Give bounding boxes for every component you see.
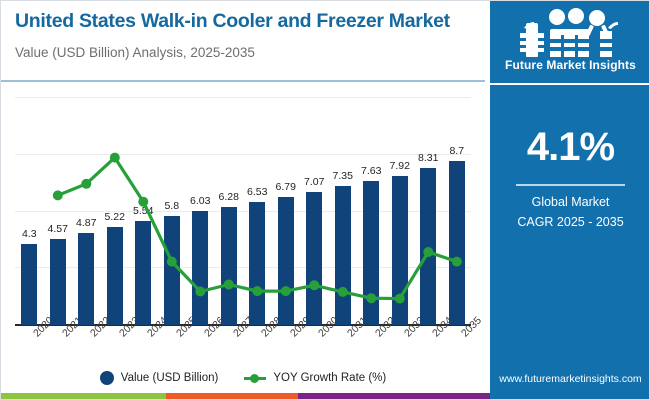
legend-item-value[interactable]: Value (USD Billion) xyxy=(99,371,219,385)
bar-2029[interactable] xyxy=(277,197,294,325)
bar-value-label: 4.3 xyxy=(21,227,37,240)
yoy-point-marker[interactable] xyxy=(52,190,63,201)
bar-2034[interactable] xyxy=(420,168,437,325)
bar-value-label: 8.7 xyxy=(449,145,465,157)
chart-header: United States Walk-in Cooler and Freezer… xyxy=(1,1,485,82)
bar-2032[interactable] xyxy=(363,181,380,325)
bar-2021[interactable] xyxy=(49,238,66,325)
bar-2020[interactable] xyxy=(21,243,38,325)
legend-item-yoy[interactable]: YOY Growth Rate (%) xyxy=(244,371,386,385)
bar-2022[interactable] xyxy=(78,233,95,325)
bar-2030[interactable] xyxy=(306,191,323,325)
bar-2028[interactable] xyxy=(249,201,266,325)
bar-2023[interactable] xyxy=(106,226,123,325)
gridline xyxy=(15,154,471,155)
chart-subtitle: Value (USD Billion) Analysis, 2025-2035 xyxy=(15,45,255,60)
legend-label-value: Value (USD Billion) xyxy=(120,372,219,384)
bar-2024[interactable] xyxy=(135,220,152,325)
fmi-logo-icon xyxy=(520,8,618,57)
strip-segment-1 xyxy=(166,393,298,399)
circle-marker-icon xyxy=(99,371,114,385)
line-marker-icon xyxy=(244,371,267,385)
bar-2025[interactable] xyxy=(163,215,180,325)
chart-plot-area: 4.3 2020 4.57 2021 4.87 2022 5.22 2023 5.54 2024 5… xyxy=(15,97,484,339)
bar-2035[interactable] xyxy=(448,161,465,325)
page-title: United States Walk-in Cooler and Freezer… xyxy=(15,10,450,32)
bar-2027[interactable] xyxy=(220,206,237,325)
fmi-logo-block: Future Market Insights xyxy=(490,1,649,85)
website-url[interactable]: www.futuremarketinsights.com xyxy=(499,373,642,385)
bar-2033[interactable] xyxy=(391,175,408,325)
bar-2031[interactable] xyxy=(334,186,351,325)
cagr-subtitle-line1: Global Market xyxy=(531,195,610,209)
logo-caption: Future Market Insights xyxy=(505,58,636,72)
legend-label-yoy: YOY Growth Rate (%) xyxy=(273,372,387,384)
bar-2026[interactable] xyxy=(192,211,209,325)
cagr-rule xyxy=(516,184,625,186)
gridline xyxy=(15,97,471,98)
chart-panel: United States Walk-in Cooler and Freezer… xyxy=(1,1,490,399)
x-axis-line xyxy=(15,324,471,326)
cagr-value: 4.1% xyxy=(526,125,615,169)
bottom-color-strip xyxy=(1,393,490,399)
yoy-point-marker[interactable] xyxy=(81,178,92,189)
strip-segment-0 xyxy=(1,393,166,399)
header-divider xyxy=(1,80,485,82)
chart-legend: Value (USD Billion) YOY Growth Rate (%) xyxy=(1,371,485,385)
strip-segment-2 xyxy=(298,393,490,399)
brand-panel: Future Market Insights 4.1% Global Marke… xyxy=(490,1,649,399)
cagr-subtitle-line2: CAGR 2025 - 2035 xyxy=(517,215,624,229)
panel-divider xyxy=(490,83,649,85)
